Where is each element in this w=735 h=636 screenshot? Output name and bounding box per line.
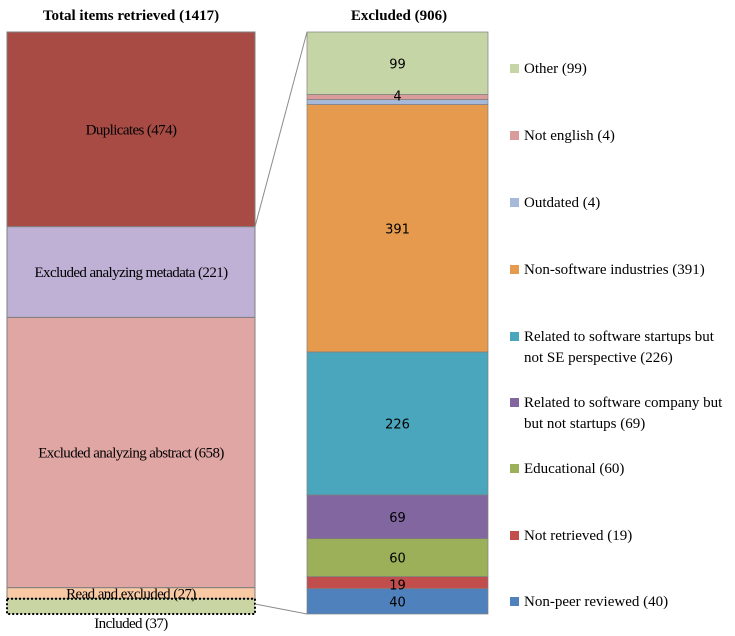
connector-top (254, 31, 308, 227)
left-segment-label: Duplicates (474) (86, 122, 177, 138)
right-segment-label: 99 (389, 57, 406, 72)
right-segment-educational-60 (306, 538, 489, 578)
legend-label: Related to software company but but not s… (524, 395, 723, 432)
right-segment-related-to-software-company-but-but-not-startups-69 (306, 494, 489, 540)
right-segment-label: 19 (389, 579, 406, 594)
legend-label: Not retrieved (19) (524, 528, 632, 544)
legend-item-related-to-software-company-but-but-not-startups-69: Related to software company but but not s… (510, 395, 723, 432)
legend-label: Related to software startups but not SE p… (524, 329, 715, 366)
left-segment-label: Excluded analyzing abstract (658) (38, 446, 224, 462)
legend-swatch (510, 131, 519, 140)
connector-lines (254, 31, 308, 615)
right-segment-label: 226 (385, 418, 410, 433)
right-segment-other-99 (306, 31, 489, 95)
legend-label: Other (99) (524, 61, 587, 77)
right-segment-label: 4 (393, 90, 401, 105)
legend-swatch (510, 64, 519, 73)
legend-item-non-software-industries-391: Non-software industries (391) (510, 262, 705, 278)
left-stacked-bar: Duplicates (474) Excluded analyzing metad… (6, 31, 256, 632)
legend-item-educational-60: Educational (60) (510, 461, 624, 477)
right-segment-non-peer-reviewed-40 (306, 588, 489, 615)
legend-swatch (510, 398, 519, 407)
legend-label: Non-peer reviewed (40) (524, 594, 668, 610)
right-chart-title: Excluded (906) (351, 8, 447, 24)
connector-bottom (254, 603, 308, 615)
left-segment-label: Excluded analyzing metadata (221) (34, 265, 228, 281)
legend-item-not-retrieved-19: Not retrieved (19) (510, 528, 632, 544)
left-chart-title: Total items retrieved (1417) (43, 8, 219, 24)
legend-item-related-to-software-startups-but-not-se-perspective-226: Related to software startups but not SE p… (510, 329, 715, 366)
right-segment-related-to-software-startups-but-not-se-perspective-226 (306, 351, 489, 496)
legend-label: Outdated (4) (524, 195, 600, 211)
left-segment-excluded-analyzing-abstract-658 (6, 316, 256, 589)
legend-item-other-99: Other (99) (510, 61, 587, 77)
legend-swatch (510, 332, 519, 341)
legend: Other (99) Not english (4) Outdated (4) Non… (510, 61, 723, 610)
legend-item-outdated-4: Outdated (4) (510, 195, 600, 211)
legend-swatch (510, 597, 519, 606)
legend-swatch (510, 464, 519, 473)
right-segment-label: 391 (385, 222, 410, 237)
left-segment-label: Read and excluded (27) (66, 586, 196, 602)
left-segment-included-37 (6, 597, 256, 615)
left-segment-duplicates-474 (6, 31, 256, 228)
legend-label: Not english (4) (524, 128, 615, 144)
right-segment-label: 69 (389, 511, 406, 526)
right-segment-non-software-industries-391 (306, 104, 489, 353)
legend-swatch (510, 198, 519, 207)
legend-swatch (510, 531, 519, 540)
left-segment-label: Included (37) (94, 616, 168, 632)
legend-item-non-peer-reviewed-40: Non-peer reviewed (40) (510, 594, 668, 610)
legend-label: Educational (60) (524, 461, 624, 477)
right-segment-label: 60 (389, 552, 406, 567)
legend-swatch (510, 265, 519, 274)
right-segment-label: 40 (389, 595, 406, 610)
legend-item-not-english-4: Not english (4) (510, 128, 615, 144)
legend-label: Non-software industries (391) (524, 262, 705, 278)
left-segment-excluded-analyzing-metadata-221 (6, 226, 256, 318)
